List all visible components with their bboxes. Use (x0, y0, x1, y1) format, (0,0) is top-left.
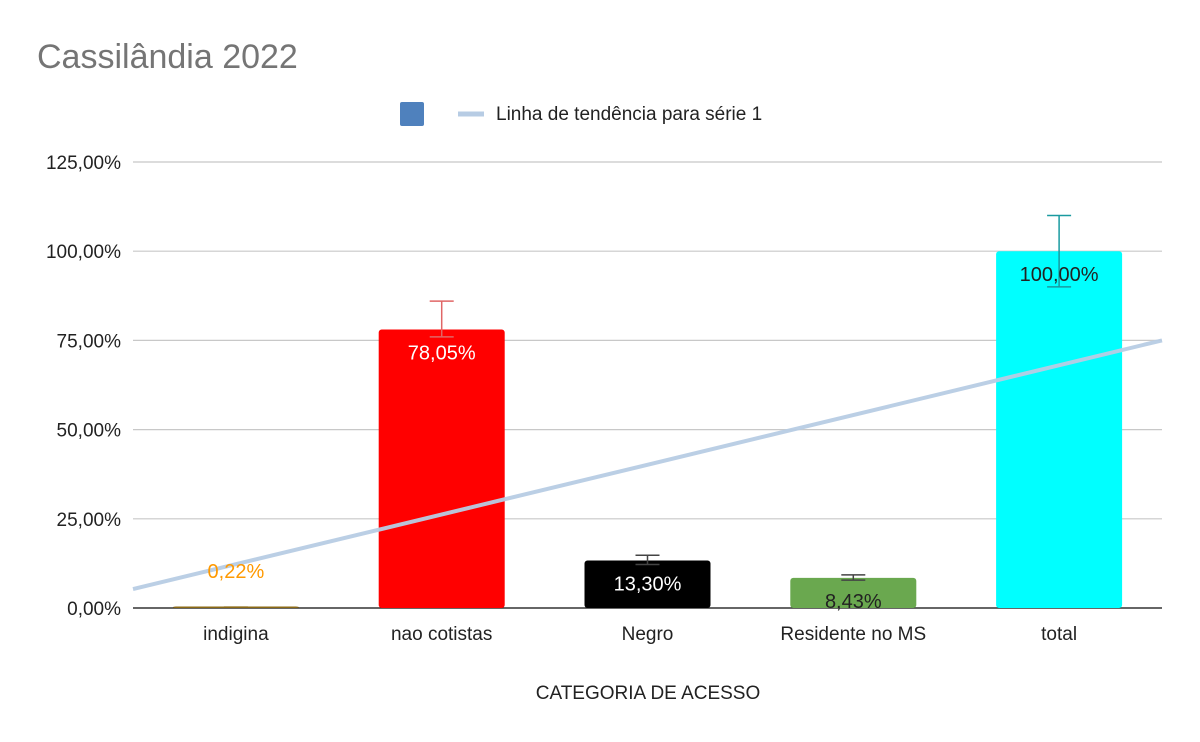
bars (172, 251, 1123, 608)
error-bars (223, 214, 1072, 609)
data-labels: 0,22% 78,05% 13,30% 8,43% 100,00% (208, 264, 1099, 613)
trendline (132, 338, 1163, 592)
data-label: 100,00% (1020, 264, 1099, 286)
x-category-label: nao cotistas (391, 624, 492, 645)
y-tick-label: 50,00% (57, 421, 122, 442)
gridlines (133, 161, 1162, 609)
y-tick-label: 100,00% (46, 242, 121, 263)
bar (378, 329, 505, 608)
x-category-label: total (1041, 624, 1077, 645)
trendline-line (132, 338, 1163, 592)
y-tick-label: 0,00% (67, 599, 121, 620)
x-category-label: Residente no MS (780, 624, 926, 645)
legend: Linha de tendência para série 1 (400, 102, 762, 126)
x-axis-title: CATEGORIA DE ACESSO (536, 683, 761, 704)
data-label: 78,05% (408, 343, 476, 365)
x-axis-categories: indigina nao cotistas Negro Residente no MS… (203, 624, 1077, 645)
bar (584, 560, 711, 608)
y-axis-ticks: 0,00% 25,00% 50,00% 75,00% 100,00% 125,00% (46, 153, 121, 620)
x-category-label: indigina (203, 624, 269, 645)
y-tick-label: 125,00% (46, 153, 121, 174)
bar (996, 251, 1123, 608)
chart-title: Cassilândia 2022 (37, 38, 298, 76)
y-tick-label: 25,00% (57, 510, 122, 531)
data-label: 0,22% (208, 561, 265, 583)
x-category-label: Negro (622, 624, 674, 645)
legend-series-swatch (400, 102, 424, 126)
data-label: 8,43% (825, 591, 882, 613)
y-tick-label: 75,00% (57, 331, 122, 352)
legend-trendline-label: Linha de tendência para série 1 (496, 104, 762, 125)
bar (790, 577, 917, 608)
data-label: 13,30% (614, 574, 682, 596)
